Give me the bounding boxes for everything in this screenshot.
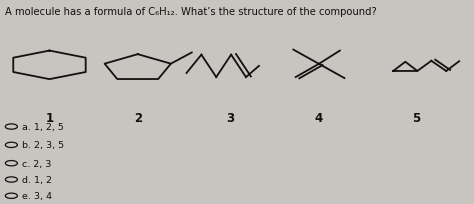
Text: a. 1, 2, 5: a. 1, 2, 5 <box>22 122 64 131</box>
Text: c. 2, 3: c. 2, 3 <box>22 159 51 168</box>
Text: b. 2, 3, 5: b. 2, 3, 5 <box>22 141 64 150</box>
Text: 3: 3 <box>227 112 235 125</box>
Text: 4: 4 <box>315 112 323 125</box>
Text: A molecule has a formula of C₆H₁₂. What’s the structure of the compound?: A molecule has a formula of C₆H₁₂. What’… <box>5 7 377 17</box>
Text: 2: 2 <box>134 112 142 125</box>
Text: 1: 1 <box>46 112 54 125</box>
Text: 5: 5 <box>412 112 420 125</box>
Text: d. 1, 2: d. 1, 2 <box>22 175 52 184</box>
Text: e. 3, 4: e. 3, 4 <box>22 191 52 200</box>
